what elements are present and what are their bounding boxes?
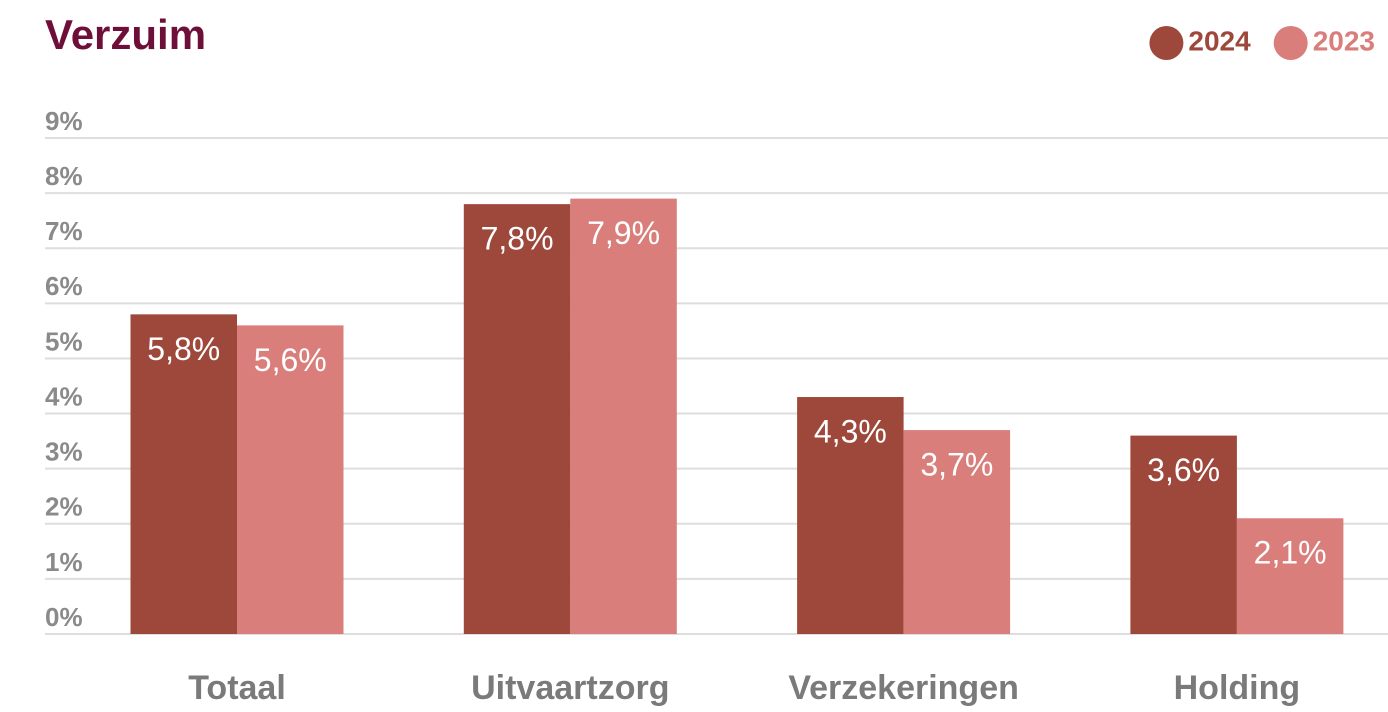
value-label: 2,1% bbox=[1254, 535, 1327, 571]
value-label: 7,9% bbox=[587, 215, 660, 251]
y-tick-label: 3% bbox=[45, 437, 83, 467]
y-tick-label: 5% bbox=[45, 326, 83, 356]
bar bbox=[797, 397, 904, 634]
value-label: 3,7% bbox=[920, 447, 993, 483]
y-tick-label: 0% bbox=[45, 602, 83, 632]
x-tick-label: Totaal bbox=[188, 669, 286, 707]
bar bbox=[237, 325, 344, 634]
bar bbox=[570, 198, 677, 634]
y-tick-label: 8% bbox=[45, 161, 83, 191]
legend-label: 2024 bbox=[1188, 25, 1251, 56]
legend-dot bbox=[1149, 26, 1184, 60]
legend-label: 2023 bbox=[1313, 25, 1375, 56]
x-tick-label: Holding bbox=[1174, 669, 1301, 707]
bar bbox=[463, 204, 571, 634]
y-tick-label: 1% bbox=[45, 547, 83, 577]
chart-title: Verzuim bbox=[45, 11, 206, 58]
bar bbox=[1236, 518, 1344, 634]
bar bbox=[130, 314, 237, 634]
x-tick-label: Uitvaartzorg bbox=[471, 669, 669, 707]
value-label: 5,6% bbox=[254, 342, 327, 378]
value-label: 3,6% bbox=[1147, 452, 1220, 488]
bar bbox=[1130, 435, 1237, 634]
y-tick-label: 6% bbox=[45, 271, 83, 301]
x-tick-label: Verzekeringen bbox=[788, 669, 1019, 707]
legend-dot bbox=[1273, 26, 1308, 60]
value-label: 5,8% bbox=[147, 331, 220, 367]
value-label: 7,8% bbox=[481, 221, 554, 257]
value-label: 4,3% bbox=[814, 413, 887, 449]
y-tick-label: 9% bbox=[45, 106, 83, 136]
y-tick-label: 4% bbox=[45, 381, 83, 411]
bar bbox=[903, 430, 1011, 634]
y-tick-label: 2% bbox=[45, 492, 83, 522]
y-tick-label: 7% bbox=[45, 216, 83, 246]
